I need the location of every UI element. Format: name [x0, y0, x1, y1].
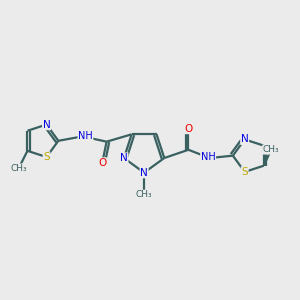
Text: N: N: [140, 168, 148, 178]
Text: S: S: [43, 152, 50, 162]
Text: N: N: [241, 134, 249, 144]
Text: CH₃: CH₃: [136, 190, 152, 199]
Text: O: O: [184, 124, 193, 134]
Text: NH: NH: [201, 152, 215, 162]
Text: CH₃: CH₃: [10, 164, 27, 173]
Text: NH: NH: [78, 131, 93, 141]
Text: N: N: [43, 120, 50, 130]
Text: S: S: [242, 167, 248, 177]
Text: N: N: [120, 153, 128, 163]
Text: CH₃: CH₃: [263, 145, 279, 154]
Text: O: O: [98, 158, 106, 168]
